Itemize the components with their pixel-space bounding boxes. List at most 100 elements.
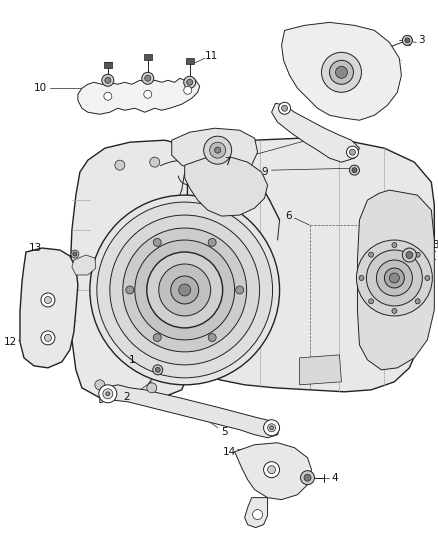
Circle shape [102,74,114,86]
Circle shape [208,334,216,342]
Circle shape [90,195,279,385]
Circle shape [153,238,161,246]
Text: 6: 6 [285,211,292,221]
Circle shape [415,252,420,257]
Text: 13: 13 [28,243,42,253]
Circle shape [268,424,276,432]
Circle shape [264,420,279,436]
Polygon shape [235,443,311,499]
Circle shape [403,35,412,45]
Circle shape [279,102,290,114]
Circle shape [97,202,272,378]
Circle shape [392,243,397,247]
Text: 3: 3 [432,240,438,250]
Circle shape [135,240,235,340]
Circle shape [385,268,404,288]
Circle shape [110,215,260,365]
Circle shape [403,248,417,262]
Circle shape [144,90,152,98]
Polygon shape [78,78,200,114]
Circle shape [321,52,361,92]
Circle shape [269,426,274,430]
Circle shape [184,76,196,88]
Circle shape [44,334,51,341]
Polygon shape [100,385,279,438]
Circle shape [389,273,399,283]
Circle shape [346,146,358,158]
Text: 5: 5 [221,427,228,437]
Polygon shape [104,62,112,68]
Circle shape [147,252,223,328]
Text: 1: 1 [128,355,135,365]
Circle shape [376,260,412,296]
Circle shape [236,286,244,294]
Circle shape [359,276,364,280]
Circle shape [210,142,226,158]
Polygon shape [144,54,152,60]
Circle shape [392,309,397,313]
Polygon shape [357,190,434,370]
Circle shape [171,276,199,304]
Polygon shape [172,128,258,174]
Circle shape [159,264,211,316]
Polygon shape [175,138,434,392]
Polygon shape [20,248,78,368]
Circle shape [425,276,430,280]
Polygon shape [272,103,360,162]
Text: 7: 7 [224,157,231,167]
Circle shape [357,240,432,316]
Circle shape [104,92,112,100]
Circle shape [204,136,232,164]
Circle shape [208,238,216,246]
Polygon shape [300,355,342,385]
Circle shape [405,38,410,43]
Circle shape [187,79,193,85]
Polygon shape [282,22,401,120]
Text: 11: 11 [205,51,218,61]
Polygon shape [72,255,96,275]
Circle shape [350,165,360,175]
Circle shape [304,474,311,481]
Circle shape [369,299,374,304]
Circle shape [153,365,163,375]
Circle shape [142,72,154,84]
Text: 9: 9 [261,167,268,177]
Circle shape [184,86,192,94]
Text: 4: 4 [331,473,338,483]
Circle shape [367,250,422,306]
Circle shape [123,228,247,352]
Circle shape [336,66,347,78]
Circle shape [352,168,357,173]
Text: 10: 10 [33,83,46,93]
Circle shape [329,60,353,84]
Circle shape [300,471,314,484]
Circle shape [215,147,221,153]
Text: 14: 14 [223,447,236,457]
Circle shape [282,105,288,111]
Circle shape [415,299,420,304]
Polygon shape [185,156,268,216]
Circle shape [71,250,79,258]
Text: 2: 2 [124,392,130,402]
Circle shape [155,367,160,373]
Circle shape [350,149,356,155]
Circle shape [41,293,55,307]
Circle shape [268,466,276,474]
Text: 12: 12 [4,337,17,347]
Circle shape [369,252,374,257]
Circle shape [147,383,157,393]
Circle shape [150,157,160,167]
Circle shape [103,389,113,399]
Circle shape [253,510,263,520]
Circle shape [406,252,413,259]
Circle shape [99,385,117,403]
Circle shape [126,286,134,294]
Polygon shape [244,498,268,528]
Circle shape [115,160,125,170]
Circle shape [105,77,111,83]
Text: 3: 3 [418,35,425,45]
Circle shape [179,284,191,296]
Polygon shape [186,58,194,64]
Circle shape [73,252,77,256]
Circle shape [145,75,151,82]
